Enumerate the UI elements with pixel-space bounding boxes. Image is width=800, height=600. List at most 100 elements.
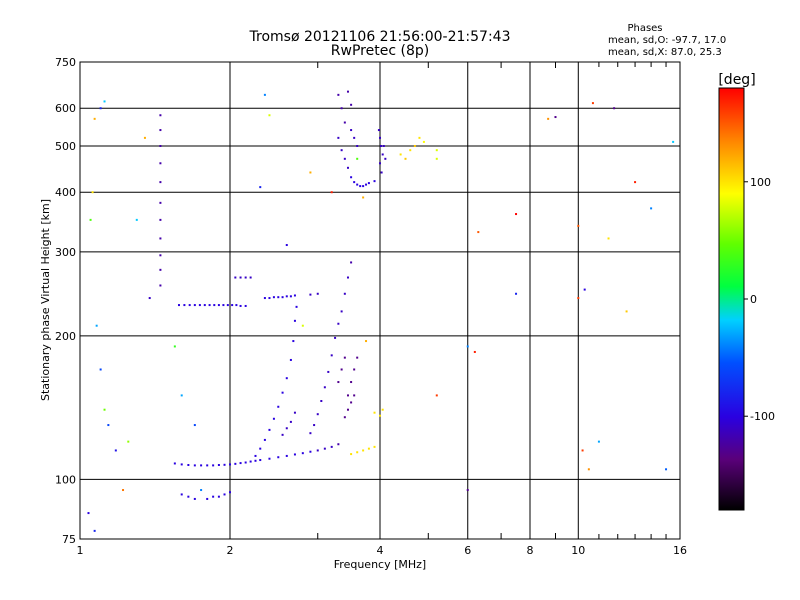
- data-point: [159, 218, 162, 221]
- data-point: [268, 457, 271, 460]
- data-point: [309, 432, 312, 435]
- data-point: [285, 427, 288, 430]
- data-point: [226, 304, 229, 307]
- data-point: [159, 237, 162, 240]
- data-point: [362, 196, 365, 199]
- data-point: [213, 304, 216, 307]
- data-point: [107, 424, 110, 427]
- data-point: [289, 295, 292, 298]
- data-point: [346, 408, 349, 411]
- data-point: [293, 453, 296, 456]
- data-point: [340, 310, 343, 313]
- chart-subtitle: RwPretec (8p): [331, 43, 429, 59]
- data-point: [350, 261, 353, 264]
- data-point: [327, 370, 330, 373]
- data-point: [272, 296, 275, 299]
- data-point: [665, 468, 668, 471]
- legend-line-x: mean, sd,X: 87.0, 25.3: [608, 47, 722, 58]
- data-point: [581, 449, 584, 452]
- data-point: [200, 464, 203, 467]
- data-point: [346, 394, 349, 397]
- data-point: [268, 114, 271, 117]
- data-point: [244, 461, 247, 464]
- y-tick-label: 600: [55, 102, 76, 115]
- x-axis-label: Frequency [MHz]: [334, 558, 426, 571]
- data-point: [356, 451, 359, 454]
- data-point: [223, 493, 226, 496]
- data-point: [418, 136, 421, 139]
- data-point: [263, 93, 266, 96]
- data-point: [381, 153, 384, 156]
- data-point: [316, 413, 319, 416]
- data-point: [337, 136, 340, 139]
- data-point: [206, 497, 209, 500]
- data-point: [337, 443, 340, 446]
- data-point: [289, 420, 292, 423]
- data-point: [607, 237, 610, 240]
- data-point: [356, 183, 359, 186]
- data-point: [597, 440, 600, 443]
- data-point: [337, 381, 340, 384]
- data-point: [91, 191, 94, 194]
- data-point: [281, 391, 284, 394]
- data-point: [281, 296, 284, 299]
- data-point: [127, 440, 130, 443]
- data-point: [159, 268, 162, 271]
- data-point: [373, 445, 376, 448]
- data-point: [515, 213, 518, 216]
- data-point: [159, 144, 162, 147]
- data-point: [217, 495, 220, 498]
- data-point: [323, 386, 326, 389]
- y-tick-label: 400: [55, 186, 76, 199]
- data-point: [316, 292, 319, 295]
- data-point: [343, 416, 346, 419]
- data-point: [379, 414, 381, 417]
- colorbar-ticks: -100 0 100: [744, 176, 775, 423]
- data-point: [263, 438, 266, 441]
- data-point: [285, 244, 288, 247]
- data-point: [625, 310, 628, 313]
- data-point: [367, 447, 370, 450]
- y-tick-label: 75: [62, 533, 76, 546]
- data-point: [353, 181, 356, 184]
- data-point: [350, 381, 353, 384]
- data-point: [159, 284, 162, 287]
- data-point: [547, 117, 550, 120]
- data-point: [650, 207, 653, 210]
- data-point: [350, 103, 353, 106]
- data-point: [229, 463, 231, 466]
- data-point: [365, 340, 368, 343]
- data-point: [114, 449, 117, 452]
- colorbar-label: [deg]: [718, 72, 755, 88]
- data-point: [93, 529, 96, 532]
- data-point: [554, 116, 557, 119]
- data-point: [577, 297, 580, 300]
- data-point: [268, 297, 271, 300]
- data-point: [183, 304, 186, 307]
- data-point: [259, 186, 262, 189]
- data-point: [382, 144, 385, 147]
- x-axis-ticks: 1 2 4 6 8 10 16: [77, 62, 687, 557]
- data-point: [334, 336, 337, 339]
- data-point: [200, 489, 203, 492]
- data-point: [413, 144, 416, 147]
- data-point: [259, 459, 262, 462]
- data-point: [99, 368, 102, 371]
- data-point: [473, 350, 476, 353]
- data-point: [359, 185, 362, 188]
- data-point: [367, 182, 370, 185]
- data-point: [365, 183, 368, 186]
- data-point: [235, 304, 238, 307]
- y-tick-label: 100: [55, 473, 76, 486]
- data-point: [346, 90, 349, 93]
- data-point: [435, 157, 438, 160]
- data-point: [188, 304, 191, 307]
- data-point: [577, 224, 580, 227]
- data-point: [309, 171, 312, 174]
- data-point: [340, 149, 343, 152]
- data-point: [249, 460, 252, 463]
- data-point: [337, 93, 340, 96]
- data-point: [206, 464, 209, 467]
- data-point: [330, 191, 333, 194]
- data-point: [148, 297, 151, 300]
